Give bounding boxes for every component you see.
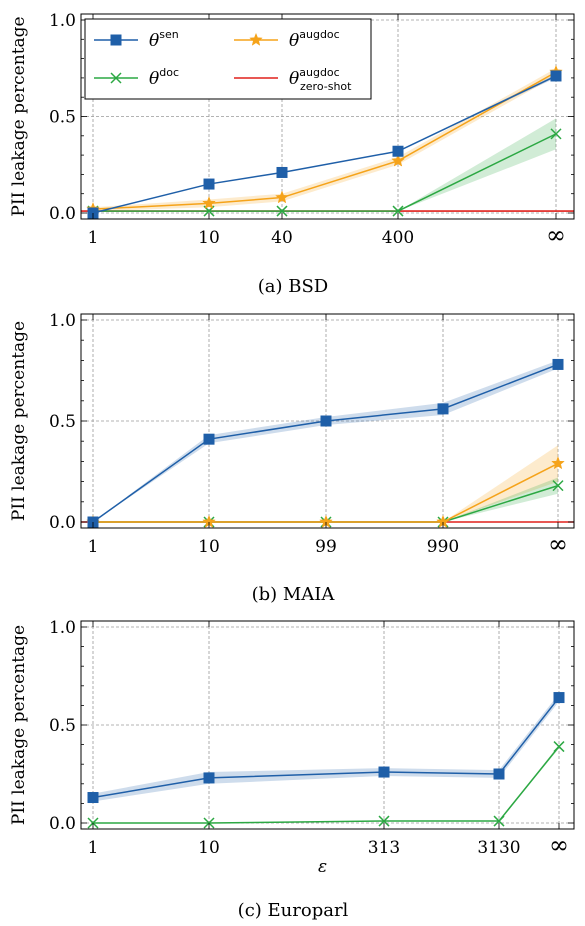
point-doc-b [493, 815, 505, 827]
point-sen [203, 178, 215, 190]
point-sen [493, 768, 505, 780]
y-tick-label: 0.0 [49, 513, 76, 533]
y-tick-label: 1.0 [49, 311, 76, 331]
y-tick-label: 0.0 [49, 814, 76, 834]
x-tick-label: 40 [271, 228, 293, 248]
y-axis-label: PII leakage percentage [9, 625, 29, 825]
legend-marker-sen [110, 34, 122, 46]
point-sen [437, 403, 449, 415]
x-tick-label: 313 [368, 838, 400, 858]
chart-caption: (b) MAIA [252, 584, 336, 605]
x-tick-label: 400 [382, 228, 414, 248]
y-tick-label: 0.5 [49, 412, 76, 432]
point-sen [550, 70, 562, 82]
x-tick-label: 1 [88, 228, 99, 248]
point-sen [553, 692, 565, 704]
legend-label-doc: θdoc [149, 66, 179, 89]
point-sen [392, 145, 404, 157]
y-tick-label: 0.5 [49, 716, 76, 736]
point-doc [550, 128, 562, 140]
band-doc [93, 118, 556, 212]
x-axis-label: ε [318, 857, 327, 877]
point-doc [378, 815, 390, 827]
legend-marker-augdoc [249, 32, 263, 46]
point-augdoc [551, 456, 565, 470]
x-tick-label: 10 [198, 228, 220, 248]
legend: θsen θaugdoc θdoc θaugdoc zero-shot [84, 18, 372, 100]
y-tick-label: 1.0 [49, 11, 76, 31]
point-doc-b [553, 741, 565, 753]
point-doc [553, 741, 565, 753]
x-tick-label: 3130 [477, 838, 520, 858]
point-doc-b [552, 480, 564, 492]
chart-panel-3: 0.0 0.5 1.0 1 10 313 3130 ∞ PII leakage percenta… [9, 618, 575, 921]
point-sen [203, 433, 215, 445]
legend-marker-doc-b [110, 72, 122, 84]
x-tick-label: 1 [88, 838, 99, 858]
point-doc [552, 480, 564, 492]
point-doc-b [378, 815, 390, 827]
point-doc [392, 205, 404, 217]
x-tick-label: 1 [88, 537, 99, 557]
point-sen [552, 358, 564, 370]
x-tick-label: 10 [198, 838, 220, 858]
legend-label-zeroshot: θaugdoc zero-shot [289, 66, 352, 93]
point-sen [320, 415, 332, 427]
x-tick-label: ∞ [546, 221, 566, 249]
point-doc-b [550, 128, 562, 140]
legend-marker-doc [110, 72, 122, 84]
point-doc-b [276, 205, 288, 217]
point-sen [276, 166, 288, 178]
y-tick-label: 1.0 [49, 618, 76, 638]
point-sen [203, 772, 215, 784]
legend-label-sen: θsen [149, 28, 179, 51]
x-tick-label: 990 [427, 537, 459, 557]
legend-label-augdoc: θaugdoc [289, 28, 340, 51]
point-augdoc [275, 190, 289, 204]
point-sen [87, 792, 99, 804]
x-tick-label: 99 [315, 537, 337, 557]
chart-panel-2: 0.0 0.5 1.0 1 10 99 990 ∞ PII leakage percentage… [9, 311, 575, 605]
legend-box [84, 18, 372, 100]
point-doc [493, 815, 505, 827]
y-axis-label: PII leakage percentage [9, 16, 29, 216]
point-doc [276, 205, 288, 217]
point-augdoc [391, 153, 405, 167]
point-augdoc [202, 196, 216, 210]
point-sen [378, 766, 390, 778]
band-augdoc [93, 68, 556, 212]
y-tick-label: 0.0 [49, 204, 76, 224]
x-tick-label: 10 [198, 537, 220, 557]
chart-panel-1: 0.0 0.5 1.0 1 10 40 400 ∞ PII leakage percentage… [9, 11, 575, 297]
x-tick-label: ∞ [548, 530, 568, 558]
y-axis-label: PII leakage percentage [9, 321, 29, 521]
chart-caption: (c) Europarl [238, 900, 349, 921]
y-tick-label: 0.5 [49, 108, 76, 128]
point-doc-b [392, 205, 404, 217]
x-tick-label: ∞ [549, 831, 569, 859]
chart-caption: (a) BSD [258, 276, 329, 297]
